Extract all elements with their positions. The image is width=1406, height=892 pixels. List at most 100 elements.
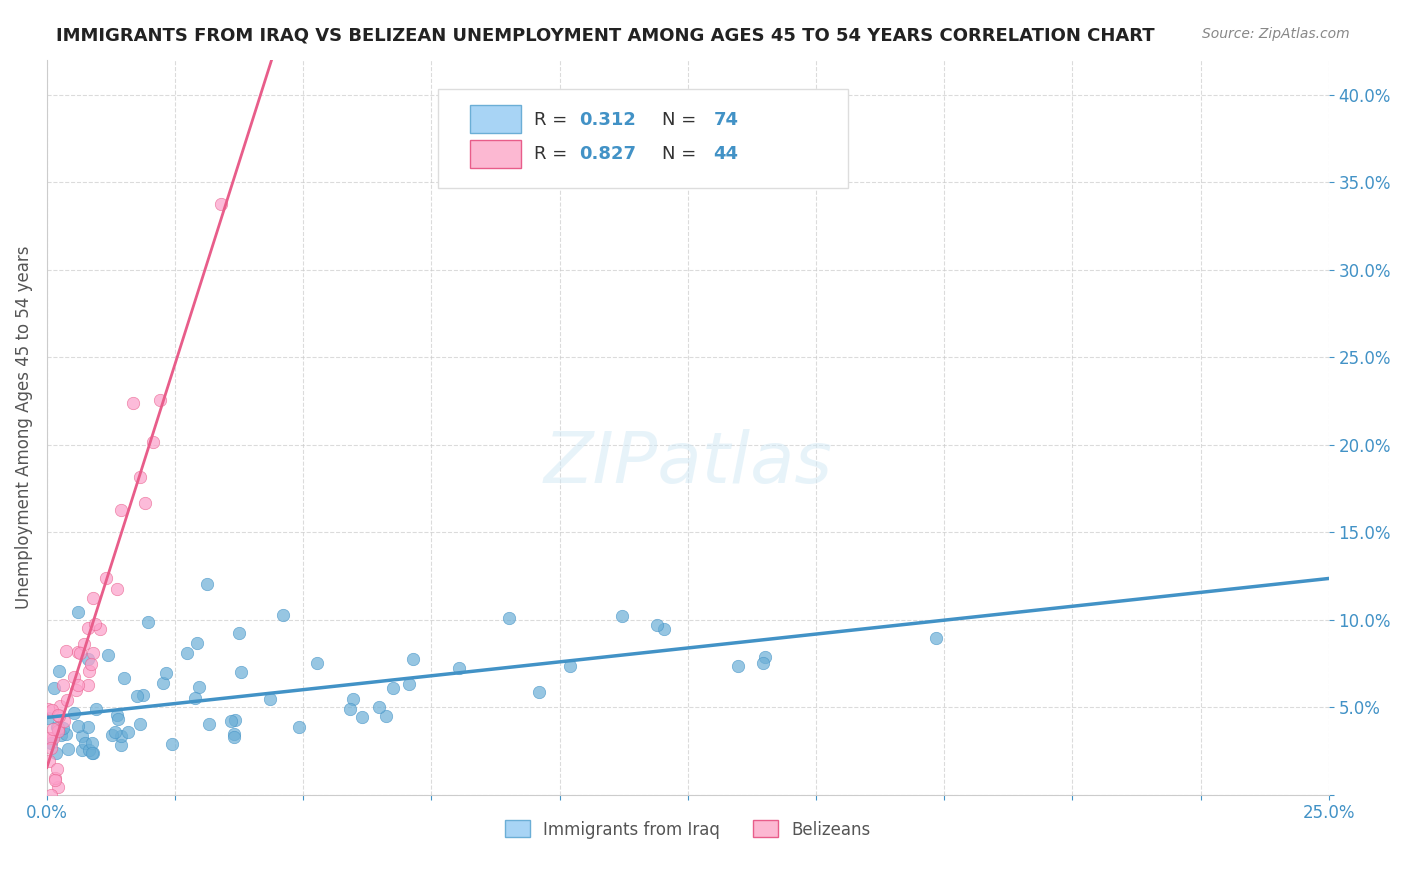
Point xyxy=(79,664,101,678)
Text: N =: N = xyxy=(662,111,702,128)
Point xyxy=(129,470,152,484)
Point xyxy=(398,677,420,691)
Point xyxy=(107,708,129,723)
Point xyxy=(39,788,62,802)
Point xyxy=(176,646,198,660)
Point xyxy=(94,571,117,585)
Point xyxy=(222,730,245,744)
Point xyxy=(103,724,125,739)
Point xyxy=(352,710,374,724)
Point xyxy=(56,742,79,756)
Point xyxy=(77,678,100,692)
Point xyxy=(259,692,281,706)
Point xyxy=(339,702,361,716)
Point xyxy=(612,609,634,624)
Point xyxy=(82,746,104,760)
Point xyxy=(82,591,104,605)
Point xyxy=(75,735,97,749)
Point xyxy=(652,622,675,636)
Y-axis label: Unemployment Among Ages 45 to 54 years: Unemployment Among Ages 45 to 54 years xyxy=(15,245,32,609)
Text: R =: R = xyxy=(534,111,574,128)
Point xyxy=(48,708,70,723)
Point xyxy=(142,435,165,450)
Point xyxy=(228,625,250,640)
Point xyxy=(77,720,100,734)
Point xyxy=(80,736,103,750)
Point xyxy=(39,736,62,750)
Point xyxy=(754,649,776,664)
Point xyxy=(107,712,129,726)
Point xyxy=(42,681,65,695)
Point xyxy=(105,582,128,596)
Point xyxy=(37,701,59,715)
Point xyxy=(44,772,66,786)
Point xyxy=(56,693,79,707)
Point xyxy=(186,635,208,649)
Point xyxy=(529,685,551,699)
Point xyxy=(382,681,405,695)
Point xyxy=(77,621,100,635)
Point xyxy=(184,690,207,705)
Point xyxy=(70,743,93,757)
Point xyxy=(48,664,70,678)
Text: 0.312: 0.312 xyxy=(579,111,636,128)
Point xyxy=(45,746,67,760)
Point xyxy=(82,746,104,760)
Point xyxy=(97,648,120,662)
FancyBboxPatch shape xyxy=(470,140,522,168)
Point xyxy=(52,678,75,692)
Point xyxy=(117,725,139,739)
Point xyxy=(69,646,91,660)
Point xyxy=(66,678,89,692)
Point xyxy=(134,496,156,510)
Point xyxy=(498,611,520,625)
Point xyxy=(49,699,72,714)
Point xyxy=(149,393,172,408)
Text: R =: R = xyxy=(534,145,574,163)
Point xyxy=(727,658,749,673)
Point xyxy=(42,722,65,736)
Point xyxy=(273,608,295,623)
Point xyxy=(77,742,100,756)
Point xyxy=(89,622,111,636)
Point xyxy=(67,645,90,659)
Text: 0.827: 0.827 xyxy=(579,145,636,163)
Point xyxy=(46,708,69,723)
Point xyxy=(42,731,65,745)
Point xyxy=(195,577,218,591)
Point xyxy=(160,737,183,751)
Point xyxy=(288,720,311,734)
Point xyxy=(155,666,177,681)
Point xyxy=(136,615,159,630)
Point xyxy=(63,670,86,684)
Text: N =: N = xyxy=(662,145,702,163)
Point xyxy=(229,665,252,679)
Point xyxy=(55,644,77,658)
Point xyxy=(39,740,62,755)
Point xyxy=(402,651,425,665)
Point xyxy=(449,661,471,675)
Point xyxy=(62,706,84,720)
Point xyxy=(38,754,60,768)
Text: Source: ZipAtlas.com: Source: ZipAtlas.com xyxy=(1202,27,1350,41)
Point xyxy=(188,680,211,694)
Point xyxy=(209,197,232,211)
Point xyxy=(55,727,77,741)
Text: ZIPatlas: ZIPatlas xyxy=(543,429,832,499)
Point xyxy=(66,719,89,733)
Point xyxy=(77,652,100,666)
Point xyxy=(101,728,124,742)
Legend: Immigrants from Iraq, Belizeans: Immigrants from Iraq, Belizeans xyxy=(498,814,877,846)
Point xyxy=(224,713,246,727)
Point xyxy=(46,780,69,794)
Text: 74: 74 xyxy=(713,111,738,128)
Point xyxy=(52,721,75,735)
Point xyxy=(129,717,152,731)
Point xyxy=(122,396,145,410)
Point xyxy=(72,637,94,651)
Point xyxy=(645,618,668,632)
Point xyxy=(752,656,775,670)
Point xyxy=(925,631,948,645)
Point xyxy=(110,738,132,752)
Point xyxy=(67,606,90,620)
